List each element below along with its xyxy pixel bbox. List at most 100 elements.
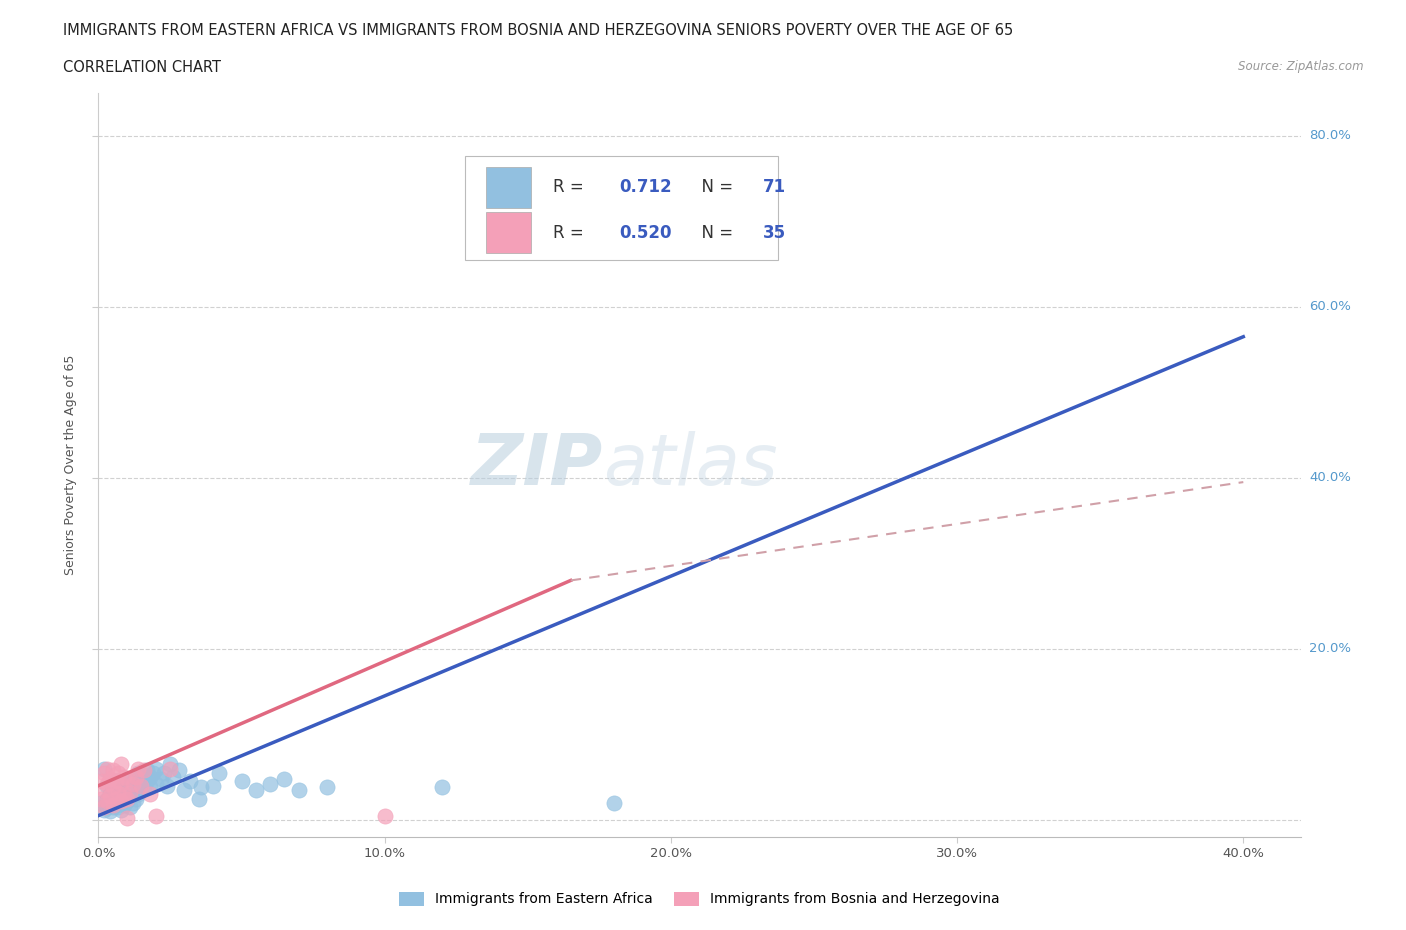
Text: 40.0%: 40.0%: [1309, 472, 1351, 485]
Point: [112, 797, 135, 812]
Point: [110, 780, 132, 795]
Text: CORRELATION CHART: CORRELATION CHART: [63, 60, 221, 75]
Point: [115, 791, 138, 806]
Point: [134, 778, 156, 793]
Point: [107, 785, 129, 800]
Point: [374, 808, 396, 823]
Point: [145, 761, 167, 776]
Point: [93, 765, 115, 780]
Point: [136, 774, 159, 789]
Point: [101, 782, 124, 797]
Point: [115, 811, 138, 826]
Point: [124, 770, 146, 785]
Point: [136, 763, 159, 777]
Point: [121, 777, 143, 791]
Text: atlas: atlas: [603, 431, 778, 499]
FancyBboxPatch shape: [465, 156, 778, 260]
Point: [96, 800, 118, 815]
Point: [104, 774, 127, 789]
Point: [90, 795, 112, 810]
Point: [104, 789, 127, 804]
Point: [107, 785, 129, 800]
Point: [110, 757, 132, 772]
Point: [110, 777, 132, 791]
Legend: Immigrants from Eastern Africa, Immigrants from Bosnia and Herzegovina: Immigrants from Eastern Africa, Immigran…: [394, 886, 1005, 912]
Point: [162, 770, 184, 785]
Point: [93, 800, 115, 815]
Point: [173, 782, 195, 797]
FancyBboxPatch shape: [485, 166, 531, 207]
Point: [107, 765, 129, 780]
Point: [121, 785, 143, 800]
Point: [145, 808, 167, 823]
Point: [90, 791, 112, 806]
Point: [128, 777, 150, 791]
Point: [93, 761, 115, 776]
Text: 35: 35: [763, 223, 786, 242]
Point: [153, 765, 176, 780]
Text: N =: N =: [692, 223, 738, 242]
Point: [118, 778, 141, 793]
Point: [110, 791, 132, 806]
Point: [98, 771, 121, 786]
Point: [112, 787, 135, 802]
Point: [124, 791, 146, 806]
Point: [98, 789, 121, 804]
Point: [115, 771, 138, 786]
Point: [118, 800, 141, 815]
Point: [430, 780, 453, 795]
Point: [96, 791, 118, 806]
Point: [179, 774, 201, 789]
Point: [287, 782, 309, 797]
Point: [107, 793, 129, 808]
Point: [96, 761, 118, 776]
Point: [101, 800, 124, 815]
Point: [112, 770, 135, 785]
Point: [96, 778, 118, 793]
Point: [115, 782, 138, 797]
Text: 20.0%: 20.0%: [1309, 643, 1351, 656]
Point: [110, 803, 132, 817]
Point: [101, 797, 124, 812]
Point: [131, 771, 153, 786]
FancyBboxPatch shape: [485, 212, 531, 253]
Point: [101, 780, 124, 795]
Point: [96, 777, 118, 791]
Point: [128, 761, 150, 776]
Point: [231, 774, 253, 789]
Point: [115, 771, 138, 786]
Point: [110, 793, 132, 808]
Point: [134, 763, 156, 777]
Point: [107, 800, 129, 815]
Y-axis label: Seniors Poverty Over the Age of 65: Seniors Poverty Over the Age of 65: [63, 355, 77, 575]
Point: [128, 787, 150, 802]
Point: [121, 795, 143, 810]
Point: [98, 797, 121, 812]
Point: [98, 804, 121, 818]
Text: IMMIGRANTS FROM EASTERN AFRICA VS IMMIGRANTS FROM BOSNIA AND HERZEGOVINA SENIORS: IMMIGRANTS FROM EASTERN AFRICA VS IMMIGR…: [63, 23, 1014, 38]
Point: [139, 770, 162, 785]
Point: [139, 787, 162, 802]
Text: ZIP: ZIP: [471, 431, 603, 499]
Point: [104, 791, 127, 806]
Point: [124, 780, 146, 795]
Text: R =: R =: [553, 223, 589, 242]
Point: [316, 780, 339, 795]
Text: 0.520: 0.520: [619, 223, 672, 242]
Point: [145, 777, 167, 791]
Point: [159, 757, 181, 772]
Point: [139, 780, 162, 795]
Point: [167, 763, 190, 777]
Point: [208, 765, 231, 780]
Point: [602, 795, 624, 810]
Point: [201, 778, 224, 793]
Point: [159, 761, 181, 776]
Point: [115, 793, 138, 808]
Point: [124, 770, 146, 785]
Point: [112, 777, 135, 791]
Text: 0.712: 0.712: [619, 178, 672, 196]
Text: 60.0%: 60.0%: [1309, 300, 1351, 313]
Point: [112, 787, 135, 802]
Text: Source: ZipAtlas.com: Source: ZipAtlas.com: [1239, 60, 1364, 73]
Text: R =: R =: [553, 178, 589, 196]
